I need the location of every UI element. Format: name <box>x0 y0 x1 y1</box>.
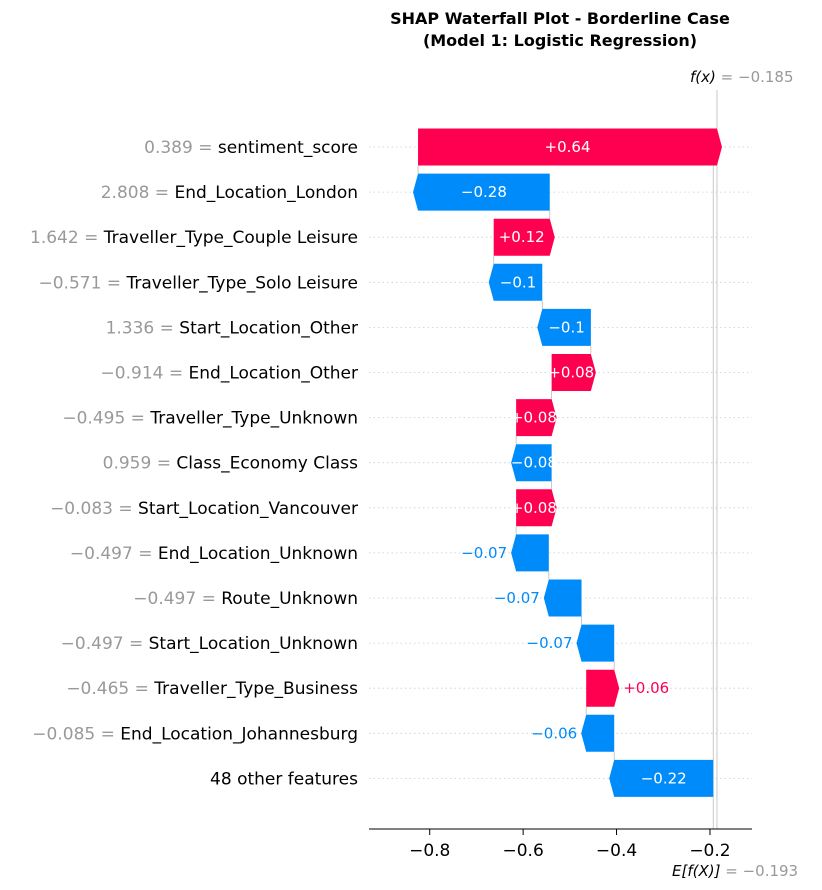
feature-name: Start_Location_Vancouver <box>138 499 358 519</box>
feature-label: −0.497 = End_Location_Unknown <box>70 544 358 564</box>
feature-labels: 0.389 = sentiment_score 2.808 = End_Locat… <box>30 138 358 789</box>
feature-label: 1.642 = Traveller_Type_Couple Leisure <box>30 228 358 248</box>
bar-value-label: −0.06 <box>531 724 577 742</box>
ex-label: E[f(X)] <box>672 862 721 880</box>
waterfall-bar <box>581 714 615 752</box>
feature-value: −0.497 = <box>61 634 149 654</box>
waterfall-bar <box>516 399 557 437</box>
feature-value: −0.571 = <box>38 273 126 293</box>
x-tick-label: −0.2 <box>689 841 730 861</box>
feature-label: −0.085 = End_Location_Johannesburg <box>32 724 358 744</box>
row-gridlines <box>369 146 752 779</box>
waterfall-bar <box>511 444 552 482</box>
feature-name: sentiment_score <box>218 138 358 158</box>
waterfall-bar <box>586 669 620 707</box>
bar-value-label: −0.1 <box>548 318 584 336</box>
waterfall-bar <box>576 624 615 662</box>
feature-label: 1.336 = Start_Location_Other <box>106 318 358 338</box>
waterfall-bar <box>488 263 543 301</box>
feature-value: −0.914 = <box>101 364 189 384</box>
feature-value: 0.959 = <box>103 454 177 474</box>
x-tick-label: −0.4 <box>596 841 637 861</box>
feature-value: 2.808 = <box>101 183 175 203</box>
reference-lines <box>417 90 718 829</box>
feature-label: −0.083 = Start_Location_Vancouver <box>50 499 358 519</box>
feature-name: Start_Location_Unknown <box>149 634 358 654</box>
feature-name: Traveller_Type_Solo Leisure <box>125 273 358 293</box>
waterfall-bar <box>418 128 722 166</box>
bar-value-label: −0.07 <box>461 544 507 562</box>
fx-annotation: f(x) = −0.185 <box>690 68 794 86</box>
feature-name: Traveller_Type_Business <box>153 679 358 699</box>
feature-value: 1.336 = <box>106 318 180 338</box>
bar-value-label: +0.12 <box>499 228 545 246</box>
feature-name: Class_Economy Class <box>176 454 358 474</box>
feature-name: End_Location_London <box>174 183 358 203</box>
bar-value-label: −0.22 <box>641 769 687 787</box>
bar-value-label: −0.28 <box>461 183 507 201</box>
feature-value: −0.497 = <box>70 544 158 564</box>
bar-value-label: −0.1 <box>500 273 536 291</box>
feature-label: −0.495 = Traveller_Type_Unknown <box>62 409 358 429</box>
fx-label: f(x) <box>690 68 716 86</box>
waterfall-bar <box>543 579 582 617</box>
waterfall-bar <box>413 173 550 211</box>
bar-value-label: −0.07 <box>494 589 540 607</box>
waterfall-bar <box>551 354 596 391</box>
bars-layer: +0.64 −0.28 +0.12 −0.1 −0.1 +0.08 +0.08 −0.08 +0… <box>413 128 722 797</box>
feature-label: −0.914 = End_Location_Other <box>101 364 358 384</box>
feature-value: 0.389 = <box>144 138 218 158</box>
feature-name: Traveller_Type_Couple Leisure <box>103 228 358 248</box>
feature-label: −0.571 = Traveller_Type_Solo Leisure <box>38 273 358 293</box>
ex-equals: = <box>725 862 742 880</box>
waterfall-bar <box>493 218 555 256</box>
feature-value: 1.642 = <box>30 228 104 248</box>
feature-value: −0.083 = <box>50 499 138 519</box>
x-axis: −0.8 −0.6 −0.4 −0.2 <box>369 828 752 861</box>
feature-label: −0.497 = Route_Unknown <box>133 589 358 609</box>
fx-equals: = <box>721 68 738 86</box>
ex-value: −0.193 <box>743 862 799 880</box>
waterfall-bar <box>609 759 714 797</box>
bar-value-label: −0.07 <box>527 634 573 652</box>
bar-value-label: +0.08 <box>548 364 594 382</box>
chart-subtitle: (Model 1: Logistic Regression) <box>423 31 697 50</box>
waterfall-bar <box>537 308 591 346</box>
chart-title: SHAP Waterfall Plot - Borderline Case <box>390 9 730 28</box>
feature-name: Traveller_Type_Unknown <box>149 409 358 429</box>
ex-annotation: E[f(X)] = −0.193 <box>672 862 798 880</box>
feature-name: End_Location_Johannesburg <box>120 724 358 744</box>
feature-value: −0.495 = <box>62 409 150 429</box>
waterfall-bar <box>511 534 549 572</box>
feature-name: 48 other features <box>210 769 358 789</box>
x-tick-label: −0.6 <box>502 841 543 861</box>
feature-value: −0.085 = <box>32 724 120 744</box>
feature-label: 0.959 = Class_Economy Class <box>103 454 359 474</box>
feature-label: 2.808 = End_Location_London <box>101 183 358 203</box>
waterfall-bar <box>516 489 557 527</box>
feature-name: Start_Location_Other <box>179 318 358 338</box>
bar-value-label: +0.06 <box>623 679 669 697</box>
x-tick-label: −0.8 <box>409 841 450 861</box>
feature-name: End_Location_Other <box>189 364 358 384</box>
feature-label: −0.497 = Start_Location_Unknown <box>61 634 358 654</box>
feature-label: −0.465 = Traveller_Type_Business <box>66 679 358 699</box>
bar-value-label: +0.08 <box>511 409 557 427</box>
feature-value: −0.497 = <box>133 589 221 609</box>
bar-value-label: +0.64 <box>545 138 591 156</box>
feature-label: 48 other features <box>210 769 358 789</box>
bar-value-label: −0.08 <box>511 454 557 472</box>
feature-label: 0.389 = sentiment_score <box>144 138 358 158</box>
bar-value-label: +0.08 <box>511 499 557 517</box>
feature-value: −0.465 = <box>66 679 154 699</box>
feature-name: End_Location_Unknown <box>158 544 358 564</box>
fx-value: −0.185 <box>738 68 794 86</box>
feature-name: Route_Unknown <box>221 589 358 609</box>
